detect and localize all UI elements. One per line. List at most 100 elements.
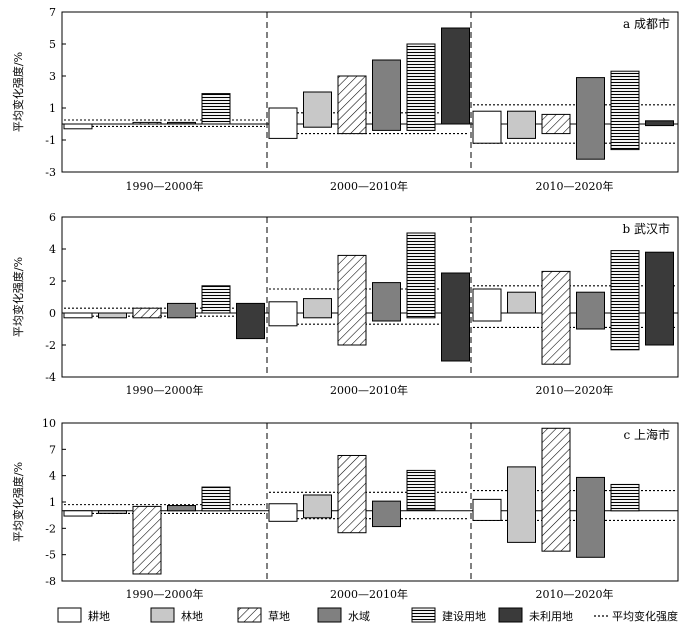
bar-unused bbox=[645, 251, 674, 346]
bar-water bbox=[576, 476, 605, 558]
y-tick-label: 4 bbox=[49, 470, 56, 483]
y-tick-label: -3 bbox=[45, 166, 56, 179]
bar-forest bbox=[507, 466, 536, 543]
bar-water bbox=[372, 500, 401, 528]
legend-swatch-forest bbox=[150, 607, 175, 623]
bar-grass bbox=[337, 75, 367, 135]
legend: 耕地 林地 草地 水域 建设用地 未利用地 平均变化强度 bbox=[57, 607, 678, 623]
panel-title: c 上海市 bbox=[623, 427, 670, 442]
bar-farm bbox=[268, 107, 298, 139]
bar-grass bbox=[132, 307, 162, 319]
bar-water bbox=[167, 505, 196, 512]
legend-label: 草地 bbox=[268, 610, 290, 623]
bar-water bbox=[372, 282, 401, 322]
legend-swatch-unused bbox=[498, 607, 523, 623]
bar-water bbox=[372, 59, 401, 131]
bar-built bbox=[406, 43, 436, 131]
bar-forest bbox=[303, 298, 332, 319]
panels: -3 -1 1 3 5 7 平均变化强度/% a 成都市 1990—2000年 2000—2010… bbox=[11, 6, 679, 601]
y-tick-label: -4 bbox=[45, 371, 56, 384]
y-tick-label: 6 bbox=[49, 211, 56, 224]
bar-grass bbox=[337, 254, 367, 346]
bar-grass bbox=[541, 427, 571, 552]
period-label: 2000—2010年 bbox=[330, 587, 408, 601]
bar-forest bbox=[303, 91, 332, 128]
period-label: 1990—2000年 bbox=[126, 179, 204, 193]
legend-label: 林地 bbox=[181, 609, 203, 623]
y-tick-label: 5 bbox=[49, 38, 56, 51]
y-tick-label: 1 bbox=[49, 496, 56, 509]
period-label: 2000—2010年 bbox=[330, 383, 408, 397]
bar-grass bbox=[132, 121, 162, 125]
bar-built bbox=[201, 285, 231, 314]
bar-farm bbox=[63, 510, 93, 517]
panel-title: a 成都市 bbox=[623, 16, 670, 31]
legend-label: 平均变化强度 bbox=[612, 609, 678, 623]
bar-forest bbox=[98, 510, 127, 514]
y-tick-label: -1 bbox=[45, 134, 56, 147]
bar-farm bbox=[472, 288, 502, 322]
chart-panel-3: -8 -5 -2 1 4 7 10 平均变化强度/% c 上海市 1990—2000年 2000—2… bbox=[11, 417, 679, 601]
y-axis-title: 平均变化强度/% bbox=[11, 257, 25, 337]
legend-swatch-grass bbox=[237, 607, 262, 623]
y-tick-label: 7 bbox=[49, 443, 56, 456]
y-tick-label: 3 bbox=[49, 70, 56, 83]
y-axis-title: 平均变化强度/% bbox=[11, 52, 25, 132]
legend-label: 耕地 bbox=[88, 609, 110, 623]
bar-farm bbox=[268, 503, 298, 522]
bar-water bbox=[576, 77, 605, 160]
bar-built bbox=[406, 232, 436, 319]
y-tick-label: -2 bbox=[45, 522, 56, 535]
bar-unused bbox=[645, 120, 674, 127]
legend-label: 水域 bbox=[348, 610, 370, 623]
bar-grass bbox=[337, 454, 367, 534]
bar-farm bbox=[268, 301, 298, 327]
plot-frame bbox=[61, 11, 679, 173]
period-label: 2010—2020年 bbox=[536, 383, 614, 397]
legend-label: 未利用地 bbox=[529, 610, 573, 623]
bar-built bbox=[610, 250, 640, 351]
y-tick-label: -8 bbox=[45, 575, 56, 588]
y-tick-label: 4 bbox=[49, 243, 56, 256]
bar-built bbox=[610, 70, 640, 151]
bar-forest bbox=[507, 291, 536, 314]
legend-swatch-farm bbox=[57, 607, 82, 623]
bar-water bbox=[167, 121, 196, 125]
panel-title: b 武汉市 bbox=[623, 221, 671, 236]
legend-swatch-water bbox=[317, 607, 342, 623]
y-tick-label: -2 bbox=[45, 339, 56, 352]
legend-swatch-built bbox=[411, 607, 436, 623]
bar-forest bbox=[507, 110, 536, 139]
period-label: 2000—2010年 bbox=[330, 179, 408, 193]
bar-unused bbox=[441, 272, 470, 362]
y-axis-title: 平均变化强度/% bbox=[11, 462, 25, 542]
bar-water bbox=[576, 291, 605, 330]
plot-frame bbox=[61, 216, 679, 378]
bar-built bbox=[610, 483, 640, 512]
period-label: 1990—2000年 bbox=[126, 383, 204, 397]
chart-panel-1: -3 -1 1 3 5 7 平均变化强度/% a 成都市 1990—2000年 2000—2010… bbox=[11, 6, 679, 193]
bar-built bbox=[406, 469, 436, 511]
y-tick-label: 1 bbox=[49, 102, 56, 115]
y-tick-label: 2 bbox=[49, 275, 56, 288]
bar-farm bbox=[63, 123, 93, 130]
y-tick-label: -5 bbox=[45, 549, 56, 562]
y-tick-label: 0 bbox=[49, 307, 56, 320]
bar-water bbox=[167, 302, 196, 319]
bar-built bbox=[201, 93, 231, 125]
bar-grass bbox=[541, 113, 571, 135]
bar-built bbox=[201, 486, 231, 512]
bar-forest bbox=[303, 494, 332, 519]
legend-label: 建设用地 bbox=[442, 609, 486, 623]
y-tick-label: 7 bbox=[49, 6, 56, 19]
bar-farm bbox=[472, 498, 502, 521]
bar-farm bbox=[63, 312, 93, 319]
period-label: 2010—2020年 bbox=[536, 179, 614, 193]
bar-unused bbox=[441, 27, 470, 125]
bar-grass bbox=[132, 505, 162, 575]
period-label: 1990—2000年 bbox=[126, 587, 204, 601]
bar-forest bbox=[98, 312, 127, 319]
bar-grass bbox=[541, 270, 571, 365]
